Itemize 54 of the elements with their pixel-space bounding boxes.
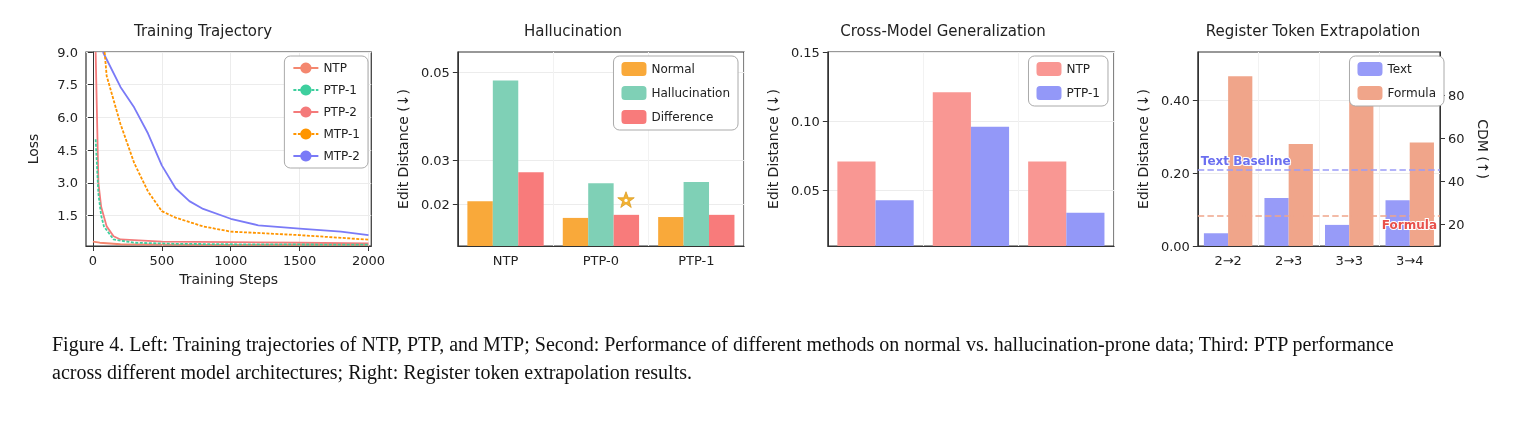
chart-title: Register Token Extrapolation [1205, 21, 1421, 40]
chart-title: Cross-Model Generalization [840, 21, 1046, 40]
y-tick-label: 4.5 [57, 142, 78, 158]
legend-label: MTP-2 [323, 149, 360, 163]
y-tick-label: 0.15 [790, 44, 820, 60]
y2-tick-label: 80 [1448, 87, 1465, 103]
legend-label: PTP-1 [1066, 86, 1101, 100]
legend-label: MTP-1 [323, 127, 360, 141]
y-tick-label: 0.05 [420, 65, 450, 81]
y-tick-label: 0.20 [1160, 165, 1190, 181]
y-axis-title: Edit Distance (↓) [765, 89, 781, 209]
chart-title: Hallucination [523, 21, 623, 40]
caption: Figure 4. Left: Training trajectories of NTP, PTP, and MTP; Second: Performance of different methods on normal vs. hallucination-prone data; Third: PTP performance across different model architectures; Right: Register token extrapolation results. [51, 332, 1395, 386]
x-tick-label: NTP [492, 253, 519, 268]
x-tick-label: 3→3 [1335, 253, 1363, 268]
x-tick-label: 2→3 [1274, 253, 1303, 268]
x-tick-label: PTP-1 [678, 253, 715, 268]
y-tick-label: 7.5 [57, 77, 78, 93]
y2-axis-title: CDM (↑) [1475, 119, 1491, 179]
y-tick-label: 0.40 [1160, 92, 1190, 108]
legend-label: NTP [323, 61, 347, 75]
legend-label: Normal [651, 62, 695, 76]
y-tick-label: 3.0 [57, 175, 78, 191]
legend-label: Difference [651, 110, 714, 124]
x-tick-label: PTP-0 [582, 253, 620, 268]
y2-tick-label: 40 [1448, 173, 1465, 189]
x-tick-label: 0 [88, 253, 98, 268]
x-tick-label: 2000 [351, 253, 386, 268]
y-tick-label: 1.5 [57, 207, 78, 223]
legend-label: PTP-1 [323, 83, 357, 97]
legend-label: Text [1386, 62, 1413, 76]
y-tick-label: 9.0 [57, 44, 78, 60]
y-tick-label: 0.02 [420, 196, 450, 212]
y-axis-title: Loss [25, 133, 41, 165]
legend-label: NTP [1066, 62, 1091, 76]
x-tick-label: 2→2 [1214, 253, 1242, 268]
y-axis-title: Edit Distance (↓) [1135, 89, 1151, 209]
y-tick-label: 0.10 [790, 113, 820, 129]
y-tick-label: 0.03 [420, 152, 450, 168]
y2-tick-label: 60 [1448, 130, 1465, 146]
y-tick-label: 0.00 [1160, 238, 1190, 254]
x-tick-label: 3→4 [1396, 253, 1424, 268]
legend-label: Formula [1387, 86, 1437, 100]
y2-tick-label: 20 [1448, 216, 1465, 232]
legend-label: PTP-2 [323, 105, 357, 119]
y-tick-label: 0.05 [790, 183, 820, 199]
x-tick-label: 1500 [283, 253, 317, 268]
x-tick-label: 500 [149, 253, 175, 268]
y-axis-title: Edit Distance (↓) [395, 89, 411, 209]
legend-label: Hallucination [651, 86, 730, 100]
chart-title: Training Trajectory [132, 21, 273, 40]
x-axis-title: Training Steps [178, 271, 279, 287]
x-tick-label: 1000 [214, 253, 248, 268]
y-tick-label: 6.0 [57, 109, 78, 125]
